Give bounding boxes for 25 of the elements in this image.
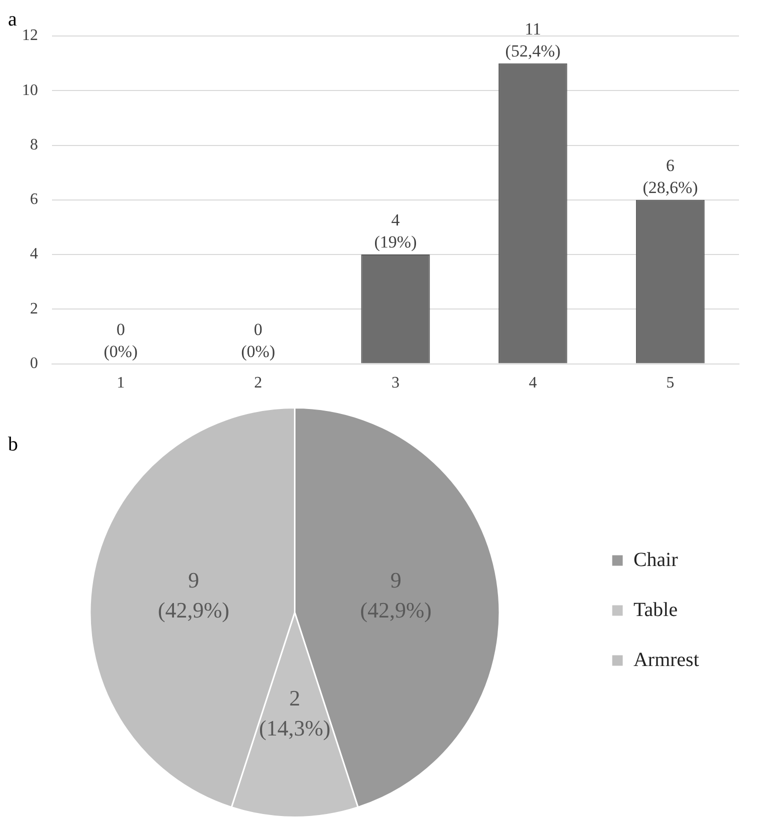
x-tick-label: 5 <box>666 374 674 392</box>
legend-label: Table <box>633 598 678 621</box>
data-label: 4 (19%) <box>374 210 417 252</box>
y-tick-label: 8 <box>30 136 38 154</box>
data-label: 0 (0%) <box>104 320 138 361</box>
x-tick-label: 1 <box>116 374 125 392</box>
y-tick-label: 4 <box>30 246 38 263</box>
data-label: 11 (52,4%) <box>505 19 561 60</box>
data-label: 2 (14,3%) <box>258 686 330 741</box>
legend-label: Armrest <box>633 648 700 671</box>
y-tick-label: 10 <box>22 82 38 99</box>
x-tick-label: 3 <box>392 374 400 392</box>
x-tick-label: 2 <box>254 374 262 392</box>
y-tick-label: 0 <box>30 355 38 372</box>
text: b <box>8 433 18 456</box>
y-tick-label: 2 <box>30 300 38 318</box>
data-label: 9 (42,9%) <box>158 567 230 622</box>
data-label: 6 (28,6%) <box>642 156 698 197</box>
y-tick-label: 6 <box>30 191 38 208</box>
y-tick-label: 12 <box>22 27 38 44</box>
data-label: 0 (0%) <box>241 320 276 361</box>
chart-title: a <box>8 8 17 30</box>
x-tick-label: 4 <box>528 374 537 392</box>
legend-label: Chair <box>633 548 678 571</box>
data-label: 9 (42,9%) <box>360 567 432 622</box>
